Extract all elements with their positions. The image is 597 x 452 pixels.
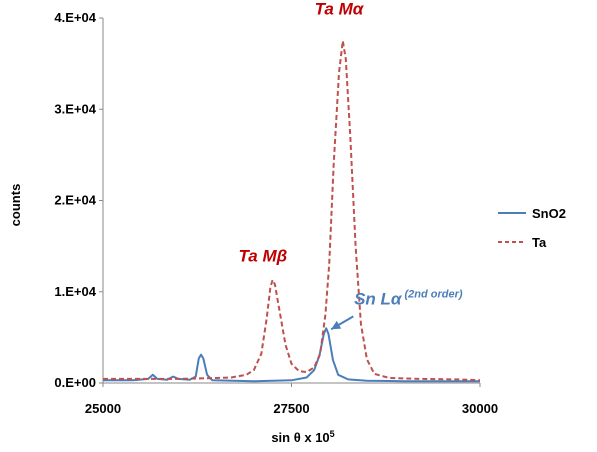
y-axis: 0.E+00 1.E+04 2.E+04 3.E+04 4.E+04 bbox=[54, 10, 104, 390]
x-axis-title-superscript: 5 bbox=[330, 429, 335, 439]
x-tick-label: 25000 bbox=[85, 401, 121, 416]
x-axis-title: sin θ x 105 bbox=[271, 429, 334, 445]
annotations: Ta Mα Ta Mβ Sn Lα (2nd order) bbox=[239, 0, 463, 331]
y-tick-label: 0.E+00 bbox=[54, 375, 96, 390]
y-tick-label: 3.E+04 bbox=[54, 101, 96, 116]
x-tick-label: 27500 bbox=[273, 401, 309, 416]
legend-label-sno2: SnO2 bbox=[532, 206, 566, 221]
x-tick-label: 30000 bbox=[462, 401, 498, 416]
plot-series bbox=[103, 39, 481, 383]
series-line-sno2 bbox=[103, 327, 480, 383]
y-axis-title: counts bbox=[8, 184, 23, 227]
annotation-ta-mbeta: Ta Mβ bbox=[239, 247, 288, 266]
x-axis-title-main: sin θ x 10 bbox=[271, 430, 329, 445]
y-tick-label: 1.E+04 bbox=[54, 284, 96, 299]
legend: SnO2 Ta bbox=[498, 206, 566, 250]
series-line-ta bbox=[103, 39, 481, 382]
sn-lalpha-arrow-head bbox=[331, 320, 342, 330]
x-axis: 25000 27500 30000 bbox=[85, 382, 498, 416]
annotation-sn-lalpha: Sn Lα (2nd order) bbox=[354, 289, 463, 309]
legend-label-ta: Ta bbox=[532, 235, 547, 250]
annotation-ta-malpha: Ta Mα bbox=[315, 0, 365, 18]
y-tick-label: 2.E+04 bbox=[54, 193, 96, 208]
y-tick-label: 4.E+04 bbox=[54, 10, 96, 25]
